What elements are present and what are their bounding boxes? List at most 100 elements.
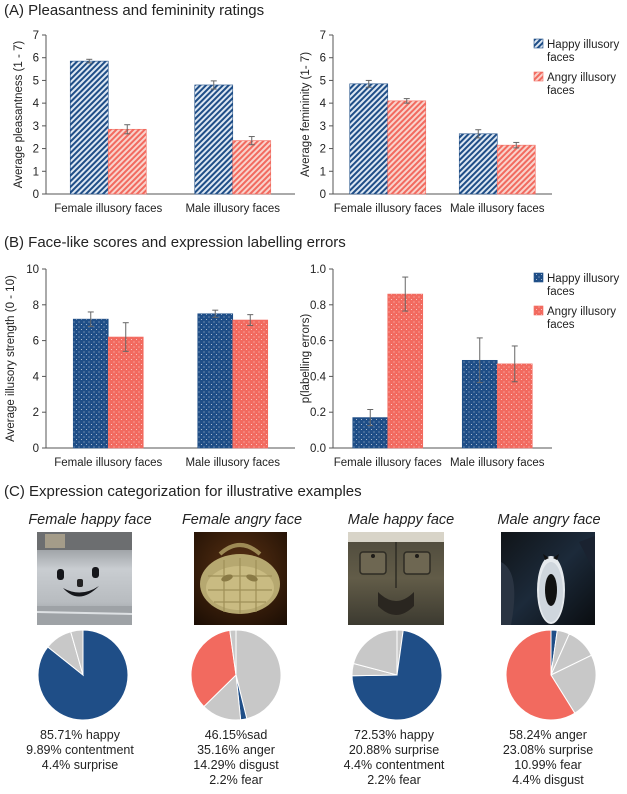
bar-happy-1 [194,84,234,195]
stat-line: 46.15%sad [204,728,268,742]
pie-slice-other [229,629,237,676]
y-tick-label: 4 [320,98,327,110]
legend-swatch-happy [533,38,544,49]
y-tick-label: 2 [33,144,39,156]
stat-line: 72.53% happy [354,728,434,742]
y-axis-label: Average femininity (1- 7) [300,52,312,177]
illusory-strength-chart: 0 2 4 6 8 10 Average illusory strength (0 - 10… [5,264,295,469]
stat-line: 23.08% surprise [502,743,594,757]
pie-slice-anger [505,629,576,721]
femininity-chart: 0 1 2 3 4 5 6 7 Average femininity (1- 7) Female … [300,30,619,215]
stat-line: 2.2% fear [367,773,421,787]
female-happy-pie-chart [37,629,129,721]
y-tick-label: 2 [320,144,326,156]
bar-happy-0 [349,83,389,195]
section-b-title: (B) Face-like scores and expression labe… [4,234,346,251]
y-tick-label: 7 [320,30,326,42]
stat-line: 85.71% happy [40,728,120,742]
y-tick-label: 0.8 [310,300,326,312]
pie-slice-surprise [550,654,597,714]
legend-swatch-angry [533,71,544,82]
stat-line: 9.89% contentment [26,743,134,757]
example-caption-female-happy: Female happy face [28,512,152,528]
x-tick-label: Male illusory faces [450,457,545,469]
x-tick-label: Male illusory faces [450,203,545,215]
stat-line: 4.4% contentment [343,758,445,772]
y-axis-label: p(labelling errors) [300,314,312,404]
y-tick-label: 6 [33,336,39,348]
y-tick-label: 6 [320,53,326,65]
male-happy-stats: 72.53% happy 20.88% surprise 4.4% conten… [319,728,469,788]
female-angry-stats: 46.15%sad 35.16% anger 14.29% disgust 2.… [161,728,311,788]
pie-slice-sad [235,629,282,720]
y-tick-label: 1.0 [310,264,326,276]
y-tick-label: 3 [320,121,326,133]
x-tick-label: Female illusory faces [54,203,162,215]
bar-angry-0 [107,336,144,449]
pie-slice-surprise [70,629,84,676]
x-tick-label: Male illusory faces [185,457,280,469]
stat-line: 14.29% disgust [193,758,279,772]
y-tick-label: 0 [33,443,39,455]
example-caption-male-happy: Male happy face [347,512,455,528]
y-axis-label: Average pleasantness (1 - 7) [13,41,25,189]
y-tick-label: 3 [33,121,39,133]
male-angry-stats: 58.24% anger 23.08% surprise 10.99% fear… [473,728,623,788]
car-face-photo-icon [501,532,595,625]
y-tick-label: 10 [26,264,39,276]
y-tick-label: 0.2 [310,407,326,419]
stat-line: 35.16% anger [197,743,275,757]
male-angry-pie-chart [505,629,597,721]
jacket-face-photo-icon [348,532,444,625]
y-tick-label: 1 [33,166,39,178]
stat-line: 20.88% surprise [348,743,440,757]
y-tick-label: 4 [33,371,40,383]
x-tick-label: Female illusory faces [334,457,442,469]
bar-angry-0 [387,293,424,449]
bar-happy-0 [69,60,109,195]
pleasantness-chart: 0 1 2 3 4 5 6 7 Average pleasantness (1 - 7) Fema… [13,30,295,215]
legend-label-angry: Angry illusory faces [547,306,616,331]
y-tick-label: 0 [320,189,326,201]
bar-happy-0 [72,318,109,449]
section-a-title: (A) Pleasantness and femininity ratings [4,2,265,19]
legend-label-happy: Happy illusory faces [547,39,619,64]
stat-line: 4.4% surprise [41,758,119,772]
x-tick-label: Male illusory faces [185,203,280,215]
labelling-errors-chart: 0.0 0.2 0.4 0.6 0.8 1.0 p(labelling errors) Fem… [300,264,619,469]
stat-line: 4.4% disgust [512,773,584,787]
y-tick-label: 0.6 [310,336,326,348]
bar-angry-1 [496,144,536,195]
y-tick-label: 4 [33,98,40,110]
stat-line: 10.99% fear [514,758,582,772]
legend-swatch-happy [533,272,544,283]
female-happy-stats: 85.71% happy 9.89% contentment 4.4% surp… [5,728,155,773]
y-tick-label: 5 [33,75,39,87]
y-tick-label: 0.0 [310,443,326,455]
legend-swatch-angry [533,305,544,316]
male-happy-pie-chart [351,629,443,721]
example-caption-female-angry: Female angry face [181,512,303,528]
bar-angry-1 [232,140,272,195]
y-axis-label: Average illusory strength (0 - 10) [5,275,17,442]
female-angry-pie-chart [190,629,282,721]
bar-happy-1 [458,133,498,195]
example-caption-male-angry: Male angry face [497,512,601,528]
box-face-photo-icon [37,532,132,625]
section-c-title: (C) Expression categorization for illust… [4,483,362,500]
bar-angry-1 [232,319,269,449]
y-tick-label: 5 [320,75,326,87]
bar-angry-0 [107,128,147,195]
y-tick-label: 0 [33,189,39,201]
handbag-face-photo-icon [194,532,287,625]
legend-label-angry: Angry illusory faces [547,72,616,97]
legend-label-happy: Happy illusory faces [547,273,619,298]
y-tick-label: 0.4 [310,371,327,383]
stat-line: 58.24% anger [509,728,587,742]
x-tick-label: Female illusory faces [54,457,162,469]
y-tick-label: 1 [320,166,326,178]
x-tick-label: Female illusory faces [334,203,442,215]
stat-line: 2.2% fear [209,773,263,787]
bar-angry-0 [387,100,427,195]
pie-slice-surprise [352,629,398,676]
